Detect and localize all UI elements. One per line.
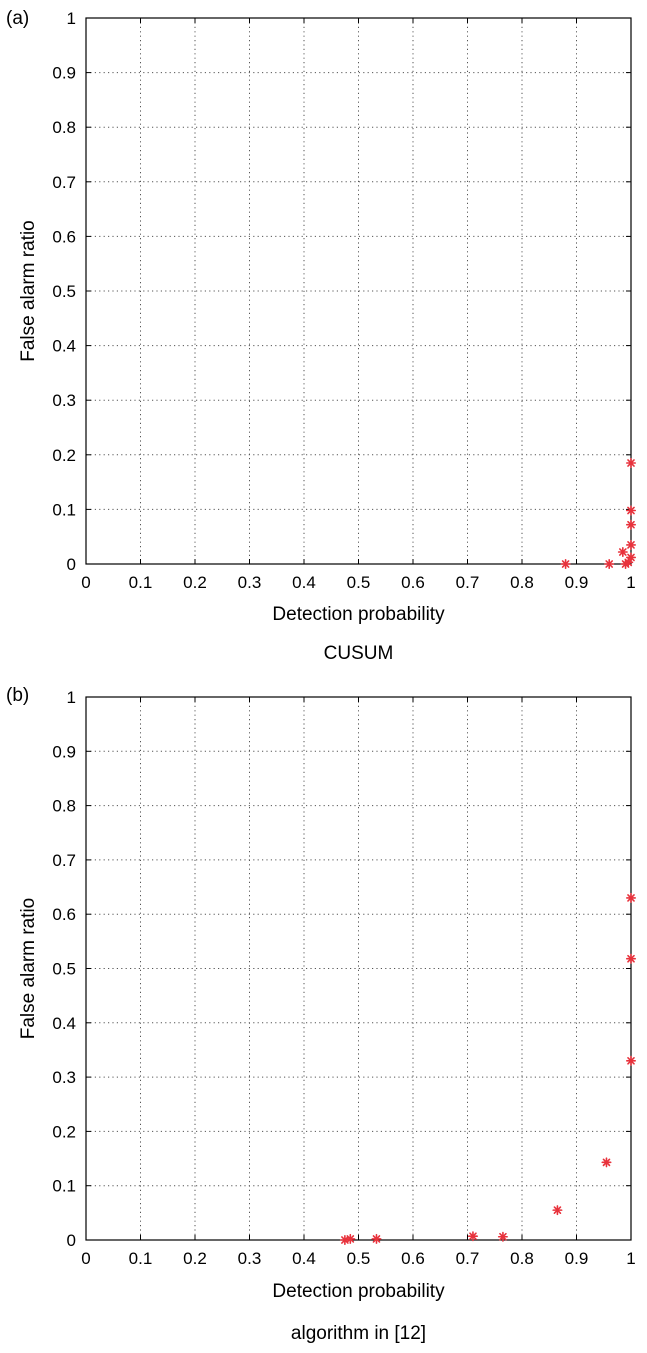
y-tick-label: 0.5 <box>52 960 76 979</box>
data-point <box>626 953 636 964</box>
x-tick-label: 0.7 <box>456 1249 480 1268</box>
data-point <box>467 1231 478 1242</box>
y-tick-label: 0 <box>67 555 76 574</box>
data-point <box>626 505 636 516</box>
grid-lines <box>86 18 631 564</box>
y-tick-label: 0.2 <box>52 1122 76 1141</box>
x-tick-label: 0.3 <box>238 1249 262 1268</box>
x-tick-label: 0.9 <box>565 573 589 592</box>
y-tick-label: 0.7 <box>52 173 76 192</box>
x-tick-labels: 0 0.1 0.2 0.3 0.4 0.5 0.6 0.7 0.8 0.9 1 <box>81 573 635 592</box>
y-tick-label: 0.3 <box>52 391 76 410</box>
y-tick-label: 0 <box>67 1231 76 1250</box>
data-point <box>552 1205 563 1216</box>
x-axis-title: Detection probability <box>272 1281 445 1302</box>
y-tick-label: 1 <box>67 688 76 707</box>
tick-marks <box>85 696 632 1241</box>
data-point <box>345 1233 356 1244</box>
x-tick-label: 0.2 <box>183 1249 207 1268</box>
x-tick-label: 0.6 <box>401 573 425 592</box>
y-tick-label: 0.8 <box>52 118 76 137</box>
y-axis-title: False alarm ratio <box>18 898 39 1040</box>
data-point <box>626 457 636 468</box>
panel-a: (a) 0 0.1 0.2 0.3 0.4 0.5 0.6 0.7 0.8 0.9 1 0 0.1 0.… <box>6 8 636 664</box>
grid-lines <box>86 697 631 1240</box>
data-point <box>626 519 636 530</box>
data-point <box>560 559 571 569</box>
y-tick-label: 0.7 <box>52 851 76 870</box>
x-tick-label: 0.4 <box>292 1249 316 1268</box>
data-point <box>497 1231 508 1242</box>
y-tick-label: 0.9 <box>52 64 76 83</box>
y-tick-labels: 0 0.1 0.2 0.3 0.4 0.5 0.6 0.7 0.8 0.9 1 <box>52 9 76 574</box>
x-tick-label: 0.1 <box>129 573 153 592</box>
panel-caption: algorithm in [12] <box>291 1323 426 1344</box>
data-point <box>626 892 636 903</box>
panel-b: (b) 0 0.1 0.2 0.3 0.4 0.5 0.6 0.7 0.8 0.9 1 0 0.1 0.… <box>6 685 636 1344</box>
x-tick-label: 0.2 <box>183 573 207 592</box>
data-point <box>617 546 628 557</box>
y-tick-labels: 0 0.1 0.2 0.3 0.4 0.5 0.6 0.7 0.8 0.9 1 <box>52 688 76 1250</box>
y-tick-label: 0.6 <box>52 227 76 246</box>
panel-label: (a) <box>6 8 29 29</box>
y-tick-label: 0.4 <box>52 1014 76 1033</box>
x-axis-title: Detection probability <box>272 604 445 625</box>
y-tick-label: 0.4 <box>52 337 76 356</box>
panel-label: (b) <box>6 685 29 706</box>
panel-caption: CUSUM <box>324 643 394 664</box>
data-point <box>604 559 615 569</box>
y-tick-label: 0.5 <box>52 282 76 301</box>
data-point <box>626 539 636 550</box>
x-tick-label: 0.4 <box>292 573 316 592</box>
x-tick-label: 0.5 <box>347 573 371 592</box>
x-tick-label: 0.8 <box>510 1249 534 1268</box>
plot-frame <box>85 696 632 1241</box>
y-tick-label: 0.8 <box>52 797 76 816</box>
data-point <box>601 1157 612 1168</box>
data-points <box>560 457 636 569</box>
x-tick-label: 1 <box>626 1249 635 1268</box>
data-point <box>371 1233 382 1244</box>
y-tick-label: 0.1 <box>52 500 76 519</box>
data-point <box>626 552 636 563</box>
y-tick-label: 0.2 <box>52 446 76 465</box>
x-tick-label: 0.5 <box>347 1249 371 1268</box>
x-tick-label: 0.9 <box>565 1249 589 1268</box>
y-tick-label: 0.1 <box>52 1177 76 1196</box>
x-tick-label: 0.1 <box>129 1249 153 1268</box>
x-tick-label: 0 <box>81 1249 90 1268</box>
x-tick-label: 0.7 <box>456 573 480 592</box>
data-point <box>626 1055 636 1066</box>
y-tick-label: 1 <box>67 9 76 28</box>
y-tick-label: 0.6 <box>52 905 76 924</box>
y-tick-label: 0.9 <box>52 742 76 761</box>
x-tick-label: 0.6 <box>401 1249 425 1268</box>
x-tick-labels: 0 0.1 0.2 0.3 0.4 0.5 0.6 0.7 0.8 0.9 1 <box>81 1249 635 1268</box>
tick-marks <box>85 17 632 565</box>
x-tick-label: 0.3 <box>238 573 262 592</box>
x-tick-label: 0 <box>81 573 90 592</box>
data-points <box>339 892 636 1245</box>
y-axis-title: False alarm ratio <box>18 220 39 362</box>
x-tick-label: 0.8 <box>510 573 534 592</box>
y-tick-label: 0.3 <box>52 1068 76 1087</box>
x-tick-label: 1 <box>626 573 635 592</box>
